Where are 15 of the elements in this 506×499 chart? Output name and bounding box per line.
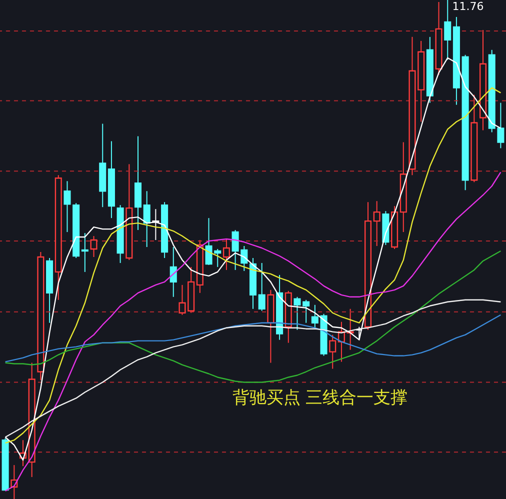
candlestick xyxy=(258,262,266,312)
candlestick xyxy=(134,136,142,231)
annotation: 11.76 xyxy=(452,0,484,13)
candlestick xyxy=(170,246,177,298)
candlestick xyxy=(90,236,98,258)
candlestick xyxy=(222,238,230,270)
candlestick xyxy=(81,232,88,272)
candlestick xyxy=(373,200,380,247)
candlestick xyxy=(64,180,71,233)
candlestick xyxy=(329,334,336,370)
candlestick xyxy=(356,326,363,340)
candlestick xyxy=(311,304,318,328)
candlestick xyxy=(444,0,452,60)
candlestick xyxy=(143,190,150,248)
annotation: 背驰买点 三线合一支撑 xyxy=(232,388,408,408)
